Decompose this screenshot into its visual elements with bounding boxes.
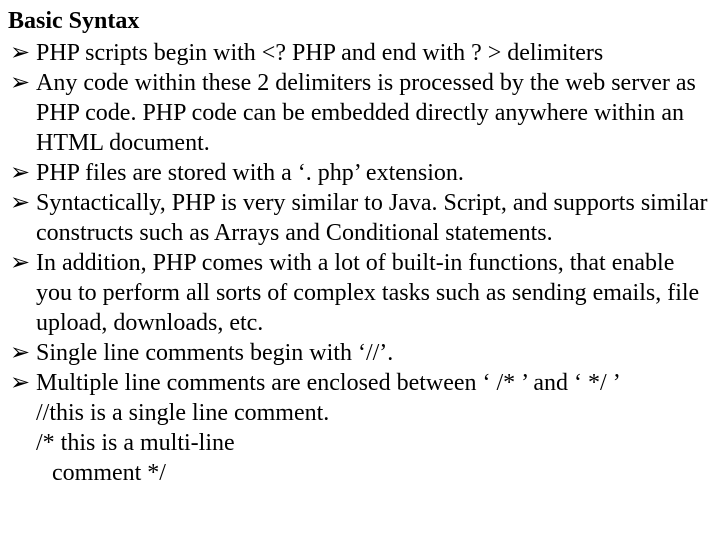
code-block: //this is a single line comment. /* this… xyxy=(8,398,712,488)
list-item: ➢ Single line comments begin with ‘//’. xyxy=(8,338,712,368)
list-item-text: PHP scripts begin with <? PHP and end wi… xyxy=(36,38,712,68)
code-line: /* this is a multi-line xyxy=(8,428,712,458)
list-item-text: PHP files are stored with a ‘. php’ exte… xyxy=(36,158,712,188)
bullet-glyph-icon: ➢ xyxy=(8,368,36,398)
list-item: ➢ In addition, PHP comes with a lot of b… xyxy=(8,248,712,338)
code-line: comment */ xyxy=(8,458,712,488)
list-item: ➢ Multiple line comments are enclosed be… xyxy=(8,368,712,398)
bullet-glyph-icon: ➢ xyxy=(8,188,36,218)
list-item-text: Single line comments begin with ‘//’. xyxy=(36,338,712,368)
bullet-glyph-icon: ➢ xyxy=(8,158,36,188)
list-item-text: Syntactically, PHP is very similar to Ja… xyxy=(36,188,712,248)
list-item: ➢ Any code within these 2 delimiters is … xyxy=(8,68,712,158)
list-item-text: In addition, PHP comes with a lot of bui… xyxy=(36,248,712,338)
bullet-list: ➢ PHP scripts begin with <? PHP and end … xyxy=(8,38,712,398)
list-item: ➢ PHP scripts begin with <? PHP and end … xyxy=(8,38,712,68)
list-item-text: Multiple line comments are enclosed betw… xyxy=(36,368,712,398)
list-item: ➢ Syntactically, PHP is very similar to … xyxy=(8,188,712,248)
bullet-glyph-icon: ➢ xyxy=(8,338,36,368)
code-line: //this is a single line comment. xyxy=(8,398,712,428)
list-item-text: Any code within these 2 delimiters is pr… xyxy=(36,68,712,158)
slide-page: Basic Syntax ➢ PHP scripts begin with <?… xyxy=(0,0,720,540)
slide-title: Basic Syntax xyxy=(8,6,712,36)
bullet-glyph-icon: ➢ xyxy=(8,68,36,98)
list-item: ➢ PHP files are stored with a ‘. php’ ex… xyxy=(8,158,712,188)
bullet-glyph-icon: ➢ xyxy=(8,38,36,68)
bullet-glyph-icon: ➢ xyxy=(8,248,36,278)
